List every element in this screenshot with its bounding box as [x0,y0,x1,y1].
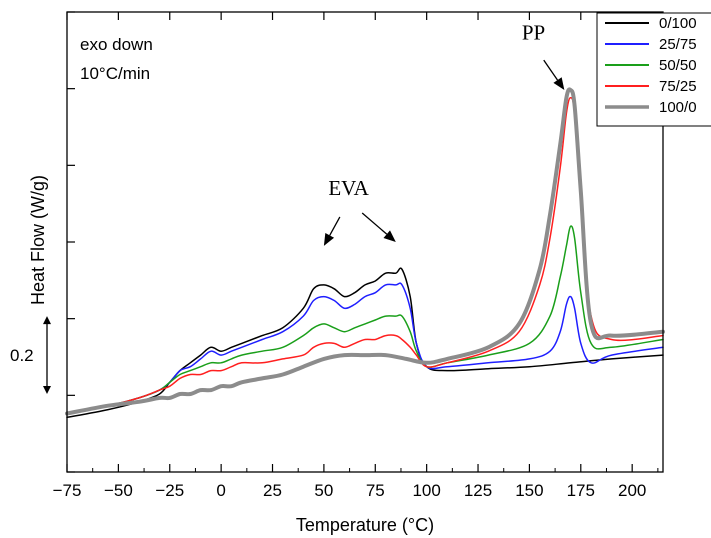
series-line-0-100 [66,267,664,419]
note-exo-down: exo down [80,35,153,54]
x-axis: −75 −50 −25 0 25 50 75 100 125 150 175 200 [53,12,659,500]
scale-bar-arrow-down [43,386,51,395]
x-tick-label: 175 [567,481,595,500]
annotation-pp: PP [522,20,545,44]
scale-bar-arrow-up [43,316,51,325]
x-tick-label: −25 [155,481,184,500]
plot-frame [66,11,664,473]
x-tick-label: 125 [464,481,492,500]
note-heating-rate: 10°C/min [80,64,150,83]
annotation-arrow-head [553,77,565,90]
x-tick-label: 150 [515,481,543,500]
series-line-50-50 [66,225,664,415]
annotation-arrow-line [329,216,341,236]
legend: 0/100 25/75 50/50 75/25 100/0 [596,12,711,127]
x-tick-label: 75 [366,481,385,500]
x-tick-label: −75 [53,481,82,500]
x-tick-label: 50 [314,481,333,500]
series-line-75-25 [66,97,664,415]
y-axis [67,11,75,473]
series-line-100-0 [65,87,665,416]
x-tick-label: 100 [412,481,440,500]
scale-bar: 0.2 [10,316,51,395]
series-line-25-75 [66,282,664,415]
legend-label-100-0: 100/0 [659,99,697,116]
x-axis-title: Temperature (°C) [296,515,434,535]
annotation-arrow-head [323,232,335,246]
annotation-arrow-line [543,59,559,81]
x-tick-label: 200 [618,481,646,500]
annotations: EVA PP [323,20,565,246]
legend-label-75-25: 75/25 [659,78,697,95]
annotation-arrow-line [361,212,388,235]
x-tick-label: 25 [263,481,282,500]
legend-label-0-100: 0/100 [659,15,697,32]
legend-label-25-75: 25/75 [659,36,697,53]
x-tick-label: −50 [104,481,133,500]
x-tick-label: 0 [216,481,225,500]
annotation-eva: EVA [328,176,369,200]
y-axis-title: Heat Flow (W/g) [28,175,48,305]
scale-bar-label: 0.2 [10,346,34,365]
series-layer [65,87,665,419]
annotation-arrow-head [383,230,396,242]
legend-label-50-50: 50/50 [659,57,697,74]
